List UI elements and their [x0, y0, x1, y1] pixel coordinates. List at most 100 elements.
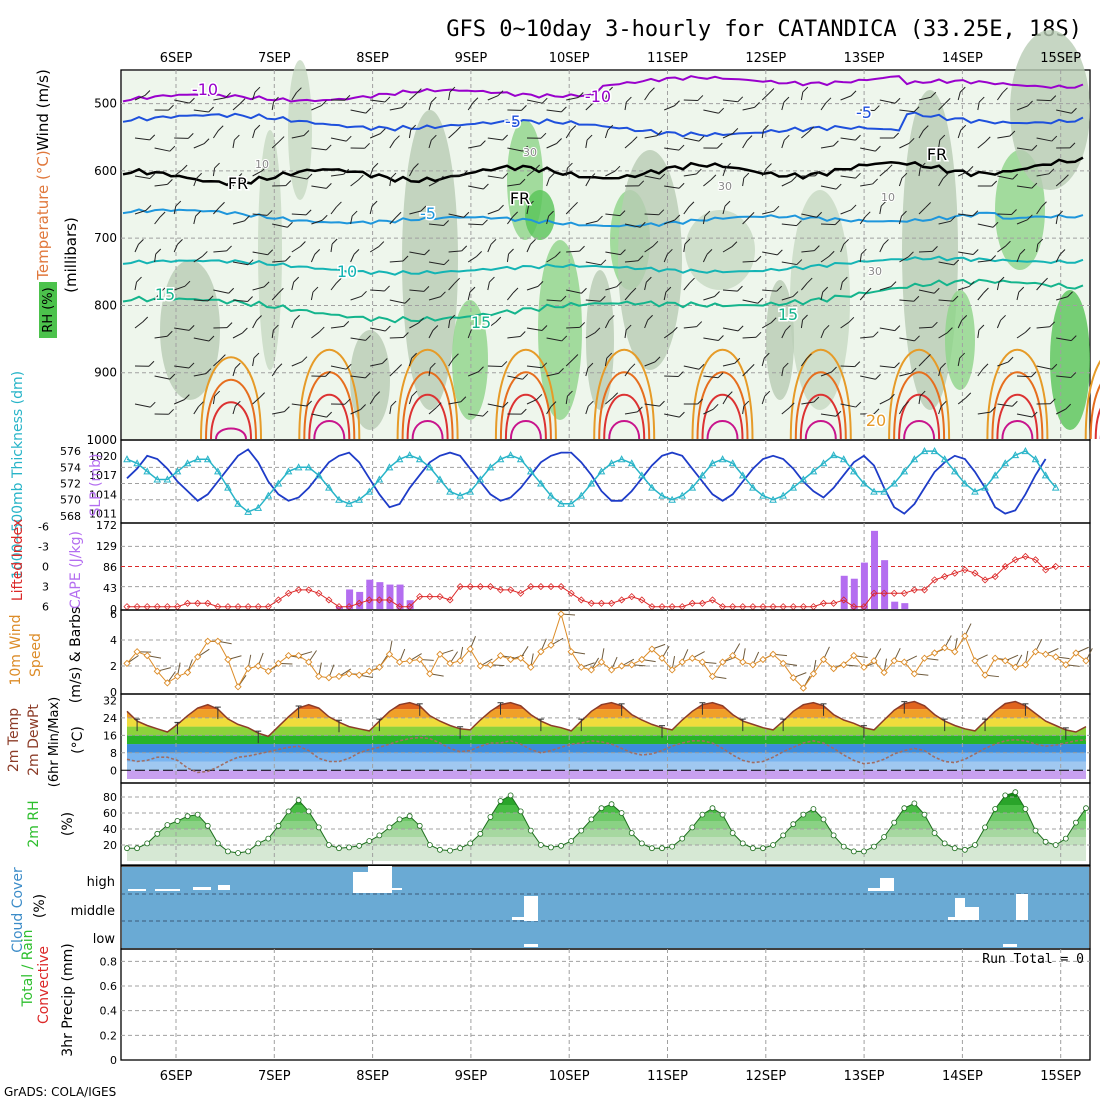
wind-barb-flag — [1000, 314, 1006, 321]
rh-shade — [618, 150, 682, 370]
wind-barb — [506, 253, 510, 263]
thickness-point — [486, 463, 495, 471]
rh-point — [931, 830, 938, 836]
thickness-tick: 574 — [60, 461, 81, 474]
wind-speed-point — [880, 668, 888, 677]
pressure-tick: 1000 — [86, 433, 117, 447]
wind-barb — [879, 99, 896, 104]
wind-barb-flag — [972, 210, 979, 217]
wind-speed-point — [1001, 657, 1009, 665]
wind-barb-flag — [361, 290, 367, 297]
wind-barb — [1016, 219, 1028, 225]
wind-barb-flag — [184, 280, 191, 287]
wind-barb-flag — [278, 136, 285, 142]
wind-barb-flag — [649, 87, 655, 94]
wind-barb-flag — [718, 335, 724, 341]
wind-barb — [624, 411, 638, 415]
wind-speed-point — [870, 657, 878, 665]
wind-barb-flag — [631, 136, 638, 143]
wind-barb-flag — [792, 291, 799, 297]
wind-barb-flag — [401, 102, 408, 108]
wind-barb — [977, 329, 980, 339]
thickness-point — [234, 499, 242, 507]
rh-point — [154, 830, 161, 837]
wind-barb — [1036, 282, 1043, 291]
wind-barb-flag — [208, 335, 215, 342]
wind-barb — [918, 96, 931, 101]
wind-barb — [212, 130, 219, 139]
wind-barb — [664, 413, 680, 418]
warm-contour — [701, 394, 744, 440]
wind-barb — [487, 175, 503, 179]
wind-barb — [389, 177, 392, 187]
wind-speed-point — [587, 666, 595, 674]
wind-barb-flag — [940, 400, 947, 407]
thickness-point — [658, 491, 666, 499]
thickness-point — [839, 455, 848, 463]
wind-barb-flag — [600, 259, 607, 266]
rh-point — [941, 840, 948, 847]
wind-barb-flag — [1011, 209, 1017, 215]
wind-speed-point — [900, 658, 908, 666]
wind-speed-point — [789, 674, 797, 682]
temp-axis-label-4: (°C) — [70, 726, 86, 754]
wind-barb-flag — [449, 86, 456, 93]
wind-barb — [664, 375, 679, 378]
cloud-layer-label: middle — [71, 904, 115, 919]
thickness-point — [203, 455, 212, 463]
wind-barb-flag — [244, 215, 250, 222]
wind-barb — [977, 368, 984, 377]
wind-barb-flag — [345, 363, 352, 370]
wind-barb-flag — [394, 135, 400, 142]
wind-barb — [624, 260, 639, 263]
rh-point — [376, 832, 383, 839]
rh-point — [760, 845, 766, 852]
wind-barb — [644, 403, 660, 407]
wind-barb — [644, 92, 650, 101]
rh-shade — [350, 330, 390, 430]
wind-barb — [742, 405, 745, 415]
wind-barb-flag — [1070, 335, 1077, 342]
wind-barb-flag — [592, 98, 598, 104]
wind-barb — [702, 215, 706, 225]
bottom-day-label: 15SEP — [1040, 1069, 1081, 1084]
wind-barb-flag — [831, 366, 837, 373]
wind-barb-flag — [1059, 249, 1066, 255]
wind-barb — [977, 101, 980, 111]
wind-barb — [213, 359, 221, 367]
wind-barb — [938, 178, 944, 187]
thickness-point — [728, 459, 737, 467]
wind-speed-point — [698, 658, 707, 666]
wind-speed-point — [779, 659, 787, 668]
wind-barb-flag — [746, 135, 753, 141]
wind-barb-flag — [345, 135, 352, 142]
wind-barb-flag — [1041, 201, 1047, 208]
wind-barb — [918, 207, 926, 215]
wind-barb — [605, 170, 616, 177]
wind-barb — [1056, 337, 1072, 342]
wind-barb-flag — [639, 221, 646, 228]
li-point — [830, 599, 838, 607]
bottom-day-label: 12SEP — [745, 1069, 786, 1084]
wind-barb-flag — [217, 125, 224, 132]
wind-speed-point — [183, 668, 192, 677]
wind-barb-flag — [276, 363, 283, 370]
wind-barb — [173, 244, 178, 253]
wind-barb-flag — [501, 361, 508, 367]
wind-barb-flag — [219, 201, 225, 208]
wind-barb — [389, 107, 403, 111]
wind-speed-point — [628, 661, 636, 669]
li-point — [587, 599, 595, 607]
wind-barb-flag — [816, 211, 823, 218]
wind-barb — [761, 322, 772, 329]
wind-speed-point — [941, 644, 949, 652]
warm-contour — [794, 371, 847, 440]
warm-contour — [593, 348, 656, 440]
precip-tick: 0.8 — [100, 955, 118, 968]
wind-barb — [761, 93, 770, 101]
wind-barb — [1036, 206, 1042, 215]
wind-speed-point — [607, 666, 616, 674]
temp-tick: 24 — [103, 712, 117, 725]
wind-barb-flag — [625, 324, 632, 331]
wind-barb-flag — [344, 94, 351, 101]
